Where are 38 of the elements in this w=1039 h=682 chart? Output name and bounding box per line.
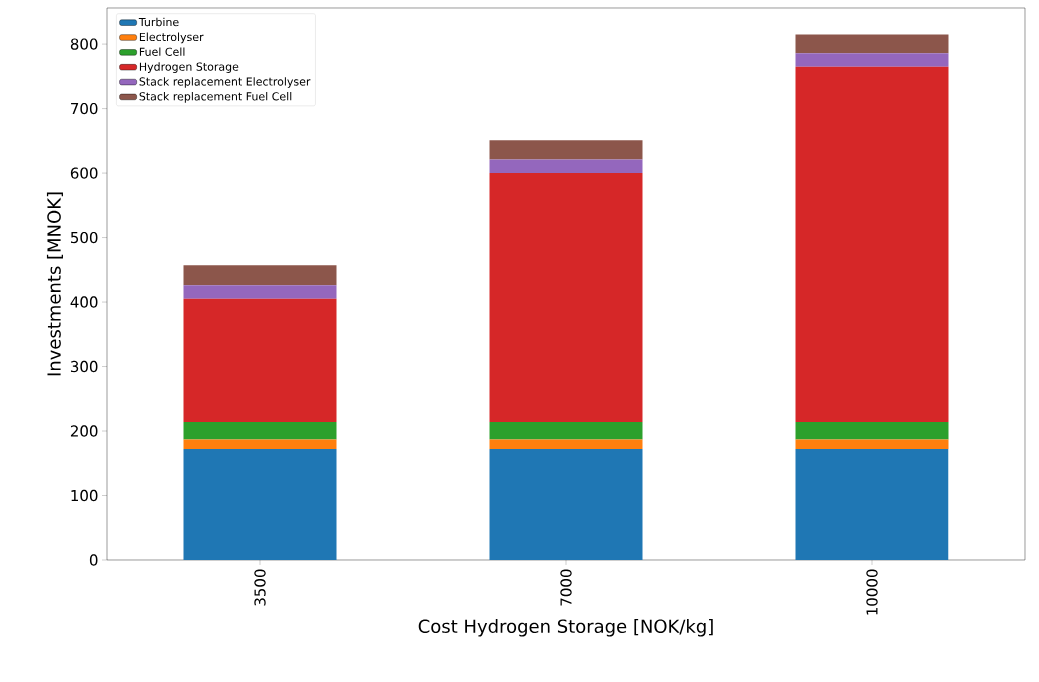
y-axis-title: Investments [MNOK]	[46, 192, 63, 376]
legend-label: Stack replacement Electrolyser	[139, 77, 311, 88]
legend-label: Stack replacement Fuel Cell	[139, 92, 292, 103]
bar	[795, 34, 949, 54]
legend-label: Fuel Cell	[139, 47, 185, 56]
bar	[795, 449, 949, 560]
bar	[795, 421, 949, 440]
y-tick-label: 400	[70, 296, 98, 308]
bar	[489, 449, 643, 560]
bar	[489, 439, 643, 450]
x-tick-label: 3500	[254, 569, 266, 606]
y-tick-label: 0	[89, 554, 98, 566]
y-tick-label: 200	[70, 425, 98, 437]
legend-label: Electrolyser	[139, 32, 204, 44]
bar	[183, 439, 337, 450]
bar	[183, 285, 337, 299]
bar	[795, 66, 949, 422]
legend-label: Turbine	[138, 17, 179, 27]
bar	[795, 53, 949, 67]
bar	[489, 159, 643, 174]
bar	[795, 439, 949, 450]
bar	[489, 421, 643, 440]
bar	[183, 265, 337, 286]
y-tick-label: 600	[70, 167, 98, 179]
x-axis-title: Cost Hydrogen Storage [NOK/kg]	[418, 619, 713, 637]
y-tick-label: 100	[71, 489, 98, 502]
x-tick-label: 10000	[866, 569, 878, 615]
y-tick-label: 300	[70, 360, 98, 373]
x-tick-label: 7000	[560, 569, 572, 606]
y-tick-label: 700	[71, 102, 98, 115]
bar	[489, 173, 643, 422]
bar	[183, 421, 337, 440]
y-tick-label: 800	[70, 38, 98, 50]
bar	[489, 140, 643, 160]
y-tick-label: 500	[71, 231, 98, 244]
bar	[183, 298, 337, 422]
bar	[183, 449, 337, 560]
legend-label: Hydrogen Storage	[139, 62, 239, 73]
